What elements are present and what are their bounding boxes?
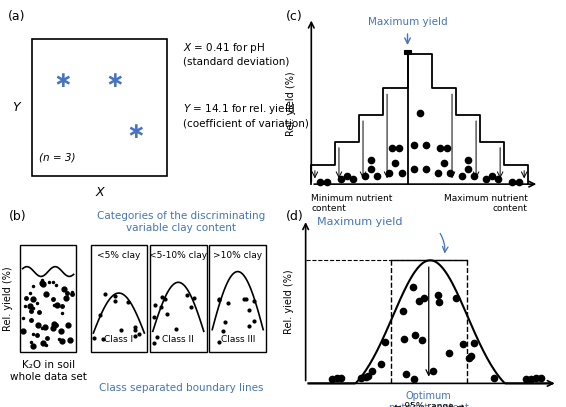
Text: ∗: ∗ [127, 123, 145, 142]
Text: <5% clay: <5% clay [97, 251, 140, 260]
Bar [209, 245, 266, 352]
Text: Optimum
nutrient content: Optimum nutrient content [389, 391, 469, 407]
Bar [404, 50, 411, 54]
Text: Y: Y [12, 101, 20, 114]
Text: Categories of the discriminating
variable clay content: Categories of the discriminating variabl… [97, 212, 265, 233]
Bar [150, 245, 207, 352]
Text: $\it{X}$ = 0.41 for pH
(standard deviation): $\it{X}$ = 0.41 for pH (standard deviati… [183, 41, 289, 67]
Bar [20, 245, 76, 352]
Text: Maximum nutrient
content: Maximum nutrient content [444, 194, 528, 213]
Bar [91, 245, 147, 352]
Text: (n = 3): (n = 3) [40, 152, 76, 162]
Text: Class III: Class III [221, 335, 255, 344]
Text: Rel. yield (%): Rel. yield (%) [286, 72, 297, 136]
Text: Class I: Class I [104, 335, 134, 344]
Text: ∗: ∗ [106, 71, 125, 91]
Text: Maximum yield: Maximum yield [368, 17, 447, 27]
Text: Minimum nutrient
content: Minimum nutrient content [311, 194, 393, 213]
Text: ← 95% range →: ← 95% range → [394, 403, 464, 407]
Text: X: X [95, 186, 104, 199]
Text: ∗: ∗ [54, 71, 72, 91]
Text: (c): (c) [286, 10, 303, 23]
Text: Maximum yield: Maximum yield [317, 217, 402, 227]
Text: K₂O in soil
whole data set: K₂O in soil whole data set [10, 360, 87, 381]
Text: Rel. yield (%): Rel. yield (%) [3, 266, 14, 331]
Text: >10% clay: >10% clay [213, 251, 262, 260]
Text: (b): (b) [8, 210, 26, 223]
Bar [32, 39, 167, 177]
Text: $\it{Y}$ = 14.1 for rel. yield
(coefficient of variation): $\it{Y}$ = 14.1 for rel. yield (coeffici… [183, 103, 308, 128]
Text: <5-10% clay: <5-10% clay [149, 251, 207, 260]
Text: Class separated boundary lines: Class separated boundary lines [99, 383, 263, 394]
Text: Rel. yield (%): Rel. yield (%) [284, 269, 294, 334]
Text: Class II: Class II [162, 335, 194, 344]
Text: (d): (d) [286, 210, 303, 223]
Text: (a): (a) [8, 10, 26, 23]
